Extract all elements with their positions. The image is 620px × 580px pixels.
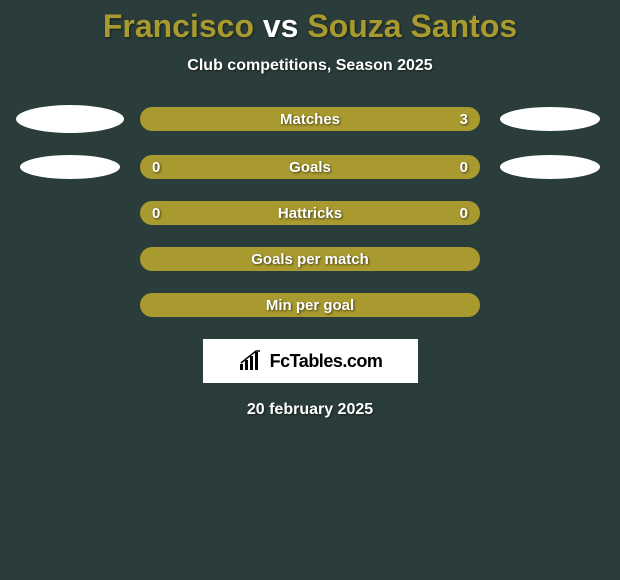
ellipse-indicator (16, 105, 124, 133)
badge-text: FcTables.com (270, 351, 383, 372)
stat-rows: Matches 3 0 Goals 0 0 Hattricks 0 Goals per matc… (0, 105, 620, 317)
chart-icon (238, 350, 264, 372)
stat-label: Goals per match (251, 251, 369, 268)
source-badge: FcTables.com (203, 339, 418, 383)
ellipse-indicator (20, 155, 120, 179)
ellipse-indicator (500, 107, 600, 131)
title-player2: Souza Santos (307, 8, 517, 44)
stat-left-value: 0 (152, 205, 160, 222)
comparison-card: Francisco vs Souza Santos Club competiti… (0, 0, 620, 419)
stat-right-value: 0 (460, 205, 468, 222)
stat-row: Matches 3 (0, 105, 620, 133)
stat-row: 0 Hattricks 0 (0, 201, 620, 225)
stat-row: Min per goal (0, 293, 620, 317)
title-player1: Francisco (103, 8, 254, 44)
stat-row: 0 Goals 0 (0, 155, 620, 179)
stat-bar: Matches 3 (140, 107, 480, 131)
stat-row: Goals per match (0, 247, 620, 271)
stat-label: Min per goal (266, 297, 354, 314)
left-indicator-slot (10, 105, 130, 133)
stat-label: Goals (289, 159, 331, 176)
page-title: Francisco vs Souza Santos (0, 8, 620, 45)
ellipse-indicator (500, 155, 600, 179)
stat-bar: Min per goal (140, 293, 480, 317)
stat-bar: 0 Hattricks 0 (140, 201, 480, 225)
stat-bar: Goals per match (140, 247, 480, 271)
stat-left-value: 0 (152, 159, 160, 176)
stat-right-value: 3 (460, 111, 468, 128)
stat-label: Hattricks (278, 205, 342, 222)
left-indicator-slot (10, 155, 130, 179)
subtitle: Club competitions, Season 2025 (0, 57, 620, 75)
stat-bar: 0 Goals 0 (140, 155, 480, 179)
right-indicator-slot (490, 107, 610, 131)
stat-right-value: 0 (460, 159, 468, 176)
right-indicator-slot (490, 155, 610, 179)
stat-label: Matches (280, 111, 340, 128)
title-vs: vs (263, 8, 299, 44)
date-label: 20 february 2025 (0, 401, 620, 419)
